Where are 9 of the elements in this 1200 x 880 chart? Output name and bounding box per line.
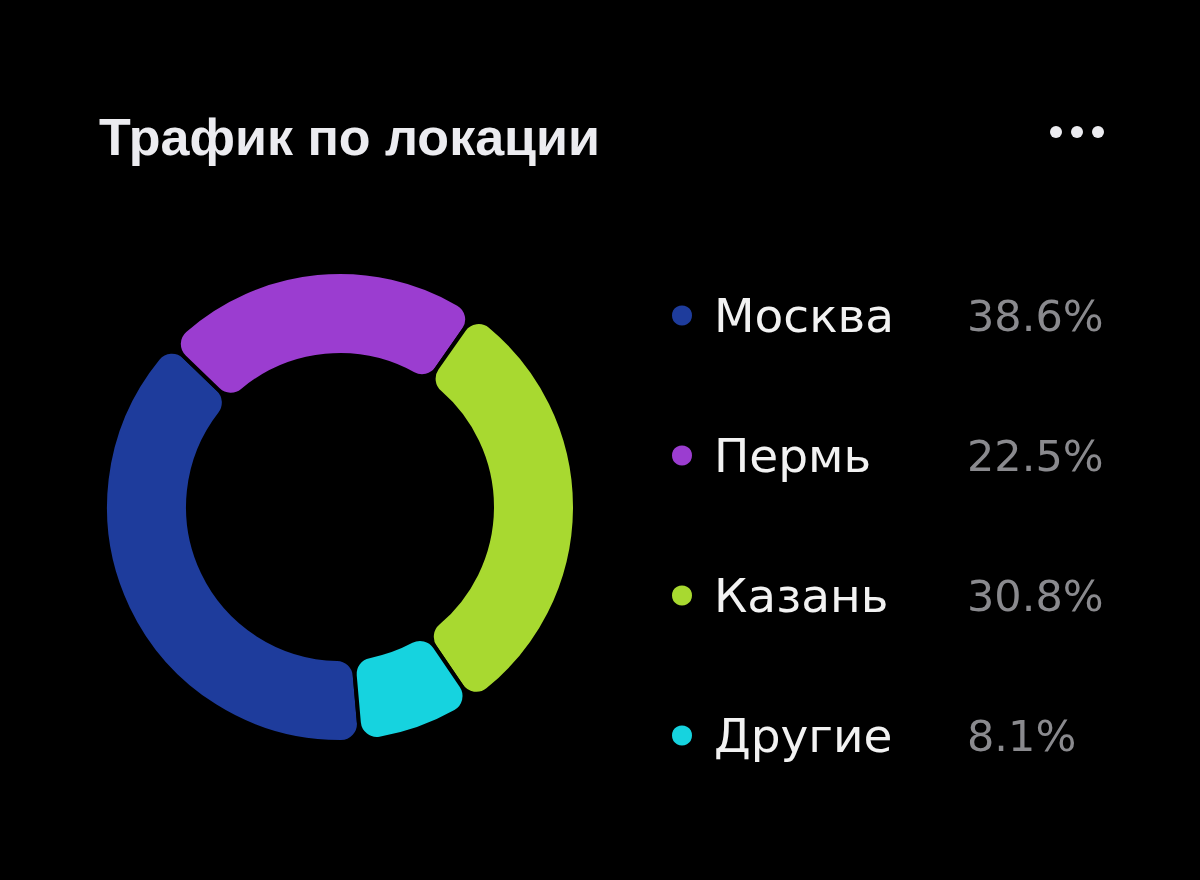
chart-title: Трафик по локации <box>99 108 600 166</box>
legend-label: Москва <box>714 288 895 343</box>
data-label: 38.6% <box>967 290 1104 341</box>
legend-label: Другие <box>714 708 893 763</box>
data-label: 30.8% <box>967 570 1104 621</box>
legend-label: Пермь <box>714 428 872 483</box>
data-label: 8.1% <box>967 710 1077 761</box>
data-label: 22.5% <box>967 430 1104 481</box>
legend-label: Казань <box>714 568 889 623</box>
